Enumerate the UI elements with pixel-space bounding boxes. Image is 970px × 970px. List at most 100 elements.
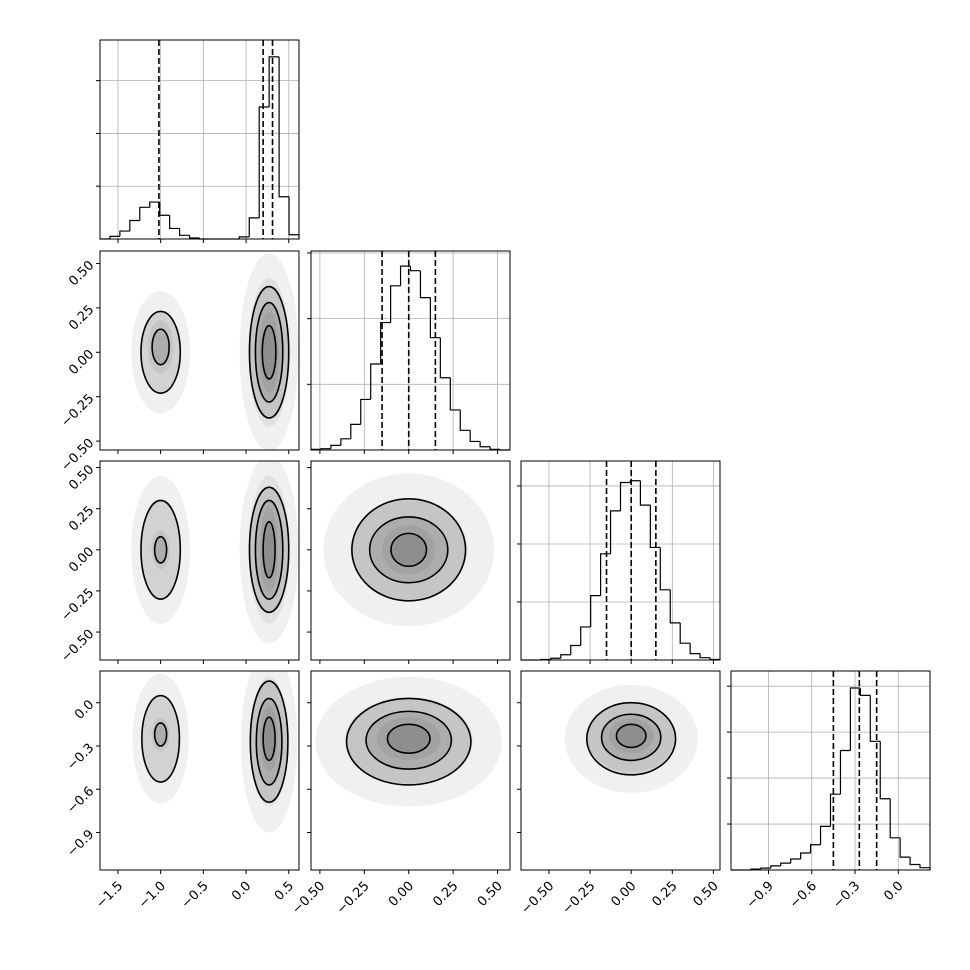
histogram-bin [819,825,831,845]
contour [368,516,449,584]
contour [262,521,276,579]
contour-group [323,473,495,627]
histogram-bin [320,448,331,450]
histogram-bin [129,219,140,232]
scatter-cloud [131,475,191,624]
histogram-bin [869,695,881,742]
x-tick-label: −0.5 [179,879,212,912]
y-tick-label: −0.3 [64,741,97,774]
panel-frame [310,460,511,661]
panel-frame [99,250,300,451]
contour [151,328,170,366]
panel-frame [730,670,931,871]
histogram-bin [370,363,381,400]
histogram-bin [479,441,491,448]
y-tick-label: 0.25 [66,303,97,334]
panel-frame [520,670,721,871]
histogram-bin [258,106,270,218]
x-tick-label: −0.50 [518,879,557,918]
histogram-bin [580,626,591,646]
scatter-cloud [248,277,290,427]
x-tick-label: −0.3 [830,879,863,912]
contour [615,723,647,749]
scatter-cloud [564,684,698,793]
contour-group [315,676,503,807]
histogram-bin [550,657,561,660]
x-tick-label: 0.25 [430,879,461,910]
histogram-bin [590,595,601,627]
contour [365,710,453,770]
x-tick-label: 0.5 [272,879,297,904]
histogram-bin [699,653,711,659]
contour [141,694,181,783]
y-tick-label: 0.25 [66,503,97,534]
x-tick-label: 0.50 [475,879,506,910]
x-tick-label: 0.0 [229,879,254,904]
x-tick-label: −1.0 [136,879,169,912]
histogram-bin [159,202,170,216]
y-tick-label: 0.00 [66,347,97,378]
histogram-bin [879,741,891,800]
histogram-bin [859,688,871,696]
contour [351,498,467,602]
histogram-bin [109,235,120,239]
x-tick-label: −0.9 [744,879,777,912]
y-tick-label: 0.0 [72,697,97,722]
histogram-bin [659,547,671,591]
histogram-bin [429,297,441,339]
contour [585,701,677,776]
histogram-bin [909,857,921,866]
scatter-cloud [323,473,495,627]
contour [255,697,283,786]
panel-frame [99,39,300,240]
histogram-bin [278,56,290,198]
contour-group [132,671,298,833]
contour [261,324,277,380]
y-tick-label: −0.25 [59,586,98,625]
x-tick-label: −0.25 [560,879,599,918]
histogram-bin [459,409,471,431]
x-tick-label: 0.25 [650,879,681,910]
x-tick-label: 0.0 [881,879,906,904]
histogram-bin [288,196,300,239]
histogram-bin [350,423,361,439]
histogram-bin [238,236,250,239]
contour [254,301,284,403]
contour [153,722,168,747]
histogram-bin [780,862,791,866]
histogram-bin [169,215,180,230]
histogram-bin [560,654,571,659]
x-tick-label: −1.5 [93,879,126,912]
scatter-cloud [132,673,189,804]
x-tick-label: 0.00 [386,879,417,910]
histogram-bin [679,622,691,644]
contour-group [564,684,698,793]
histogram-bin [760,867,771,870]
x-tick-label: −0.50 [289,879,328,918]
histogram-bin [790,858,801,864]
contour [140,310,182,394]
scatter-cloud [382,525,436,575]
histogram-bin [919,864,931,870]
histogram-bin [439,337,451,379]
scatter-cloud [344,696,473,784]
scatter-cloud [586,702,676,772]
scatter-cloud [350,500,468,600]
x-tick-label: −0.25 [334,879,373,918]
histogram-bin [419,270,431,299]
panel-frame [310,670,511,871]
histogram-bin [839,749,851,795]
histogram-bin [639,480,651,506]
histogram-bin [600,553,611,596]
histogram-bin [360,398,371,425]
histogram-bin [409,266,421,272]
contour [254,499,284,600]
histogram-bin [139,206,150,221]
contour-group [131,461,299,644]
histogram-bin [800,852,811,859]
histogram-bin [119,230,130,237]
scatter-cloud [239,253,299,450]
contour [600,713,662,762]
panel-frame [99,670,300,871]
panel-frame [99,460,300,661]
